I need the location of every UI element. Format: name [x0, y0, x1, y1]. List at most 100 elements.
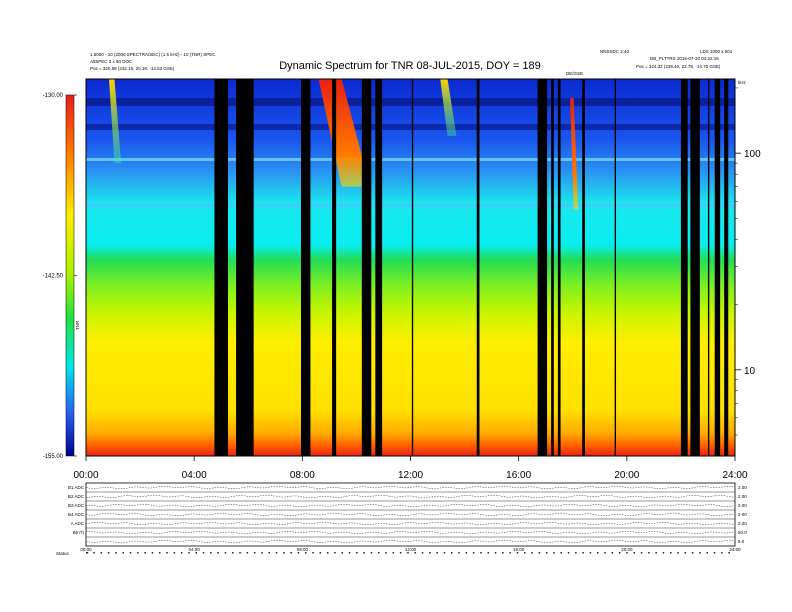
status-mark [604, 552, 606, 554]
status-mark [100, 552, 103, 554]
panels-frame [85, 482, 736, 547]
status-mark [144, 552, 146, 554]
x-tick-label: 04:00 [182, 470, 207, 481]
status-mark [487, 552, 489, 554]
status-mark [640, 552, 643, 554]
status-mark [655, 552, 657, 554]
status-mark [560, 552, 562, 554]
status-mark [326, 552, 329, 554]
radio-burst [318, 79, 370, 187]
x-tick-label: 12:00 [398, 470, 423, 481]
data-gap [361, 79, 372, 456]
status-mark [472, 552, 475, 554]
panel-x-tick-label: 04:00 [189, 547, 201, 552]
status-mark [494, 552, 497, 554]
status-mark [421, 552, 424, 554]
status-mark [151, 552, 154, 554]
status-mark [516, 552, 519, 554]
status-mark [188, 552, 190, 554]
header-left-line: AltSPEC 3 x 80 DOC [90, 59, 133, 64]
status-mark [159, 552, 161, 554]
status-mark [443, 552, 446, 554]
status-mark [217, 552, 219, 554]
status-mark [451, 552, 453, 554]
panel-x-tick-label: 12:00 [405, 547, 417, 552]
panel-x-tick-label: 00:00 [80, 547, 92, 552]
status-mark [246, 552, 249, 554]
status-mark [575, 552, 577, 554]
status-mark [180, 552, 183, 554]
status-mark [545, 552, 548, 554]
status-mark [465, 552, 468, 554]
header-right-line: LDS 1000 x 501 [700, 49, 733, 54]
status-mark [611, 552, 614, 554]
panel-x-tick-label: 20:00 [621, 547, 633, 552]
data-gap [614, 79, 617, 456]
data-gap [214, 79, 228, 456]
panel-row-label: B3 ADC [68, 503, 85, 508]
status-mark [356, 552, 358, 554]
status-mark [166, 552, 168, 554]
header-right-line: DB_PLTTRS 2015-07-10 04:22:16 [650, 56, 719, 61]
status-mark [728, 552, 730, 554]
x-tick-label: 24:00 [722, 470, 747, 481]
status-mark [662, 552, 665, 554]
data-gap [557, 79, 561, 456]
x-tick-label: 20:00 [614, 470, 639, 481]
status-mark [232, 552, 234, 554]
status-mark [648, 552, 650, 554]
data-gap [300, 79, 311, 456]
status-mark [275, 552, 278, 554]
status-mark [341, 552, 343, 554]
status-mark [458, 552, 460, 554]
data-gap [551, 79, 554, 456]
panel-row-scale: 50.0 [738, 530, 747, 535]
chart-title: Dynamic Spectrum for TNR 08-JUL-2015, DO… [279, 60, 541, 72]
status-mark [618, 552, 621, 554]
marker-label: DE/GSE [566, 71, 583, 76]
radio-burst [440, 79, 457, 137]
status-mark [597, 552, 599, 554]
panel-trace [86, 530, 736, 535]
status-mark [305, 552, 307, 554]
status-mark [93, 552, 95, 554]
status-mark [407, 552, 409, 554]
light-band [86, 204, 735, 207]
colorbar-tick-label: -142.50 [43, 274, 64, 280]
status-mark [553, 552, 555, 554]
y-unit-label: kHz [738, 80, 746, 85]
header-right-line: Pos = 324.32 (238.40, 22.79, -14.70 GSE) [636, 64, 721, 69]
data-gap [476, 79, 480, 456]
status-mark [626, 552, 628, 554]
x-axis: 00:00 04:00 08:00 12:00 16:00 20:00 24:00 [73, 456, 748, 481]
status-mark [283, 552, 285, 554]
header-left-line: 1.5000 - 10 (2000 SPECTRA/SEC) (1.5 kHz)… [90, 52, 216, 57]
header-right: NNSSDC 2.40 LDS 1000 x 501 DB_PLTTRS 2015-… [600, 49, 733, 69]
data-gap [537, 79, 548, 456]
panel-row-scale: 2.00 [738, 485, 747, 490]
panel-trace [85, 539, 736, 544]
x-tick-label: 16:00 [506, 470, 531, 481]
status-mark [210, 552, 212, 554]
panel-status-label: Status [56, 551, 70, 556]
panel-x-tick-label: 24:00 [729, 547, 741, 552]
panel-row-scale: 2.00 [738, 494, 747, 499]
parameter-panels: B1 ADC 2.00 B2 ADC 2.00 B3 ADC 2.00 B4 ADC 2.00… [56, 482, 747, 556]
panel-x-tick-label: 16:00 [513, 547, 525, 552]
status-mark [297, 552, 300, 554]
light-band [86, 158, 735, 161]
y-tick-label: 100 [744, 149, 761, 160]
panel-trace [85, 512, 736, 517]
status-mark [706, 552, 708, 554]
status-mark [677, 552, 679, 554]
status-mark [502, 552, 504, 554]
status-mark [348, 552, 351, 554]
panel-x-tick-label: 08:00 [297, 547, 309, 552]
status-mark [392, 552, 395, 554]
status-mark [363, 552, 365, 554]
status-mark [436, 552, 438, 554]
data-gap [714, 79, 721, 456]
header-left-line: Pos = 320.58 (232.15, 20.18, -14.53 GSE) [90, 66, 175, 71]
status-mark [122, 552, 124, 554]
status-mark [691, 552, 694, 554]
